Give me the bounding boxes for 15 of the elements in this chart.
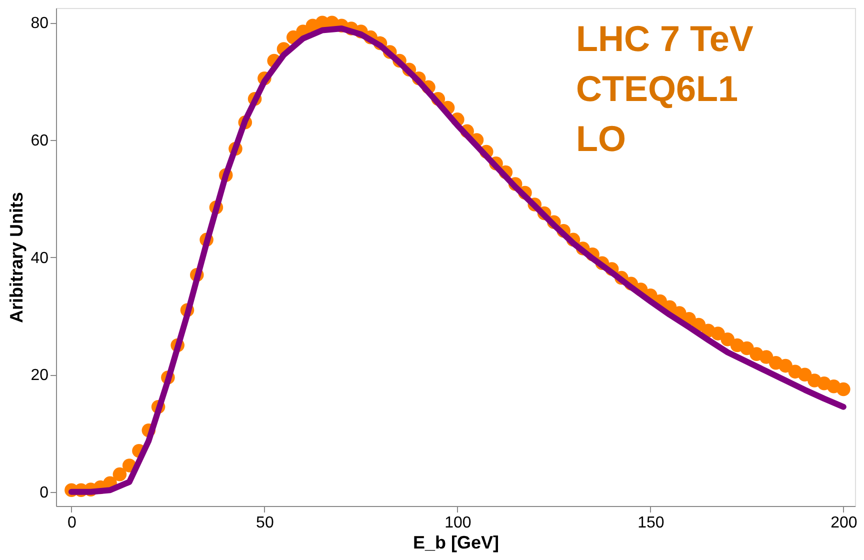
y-tick-label: 20 (30, 367, 49, 384)
y-tick-label: 40 (30, 250, 49, 267)
y-tick-label: 80 (30, 15, 49, 32)
y-tick-label: 0 (40, 484, 49, 502)
x-tick-label: 200 (830, 514, 858, 532)
x-tick-label: 50 (256, 514, 274, 532)
x-tick-label: 0 (67, 514, 76, 532)
annotation: LHC 7 TeV (576, 18, 754, 59)
y-tick-label: 60 (30, 132, 49, 150)
annotation: CTEQ6L1 (576, 68, 738, 109)
y-axis-title: Aribitrary Units (6, 192, 27, 324)
x-tick-label: 150 (638, 514, 664, 532)
x-tick-label: 100 (444, 514, 472, 532)
annotation: LO (576, 118, 626, 159)
x-axis-title: E_b [GeV] (412, 532, 500, 552)
